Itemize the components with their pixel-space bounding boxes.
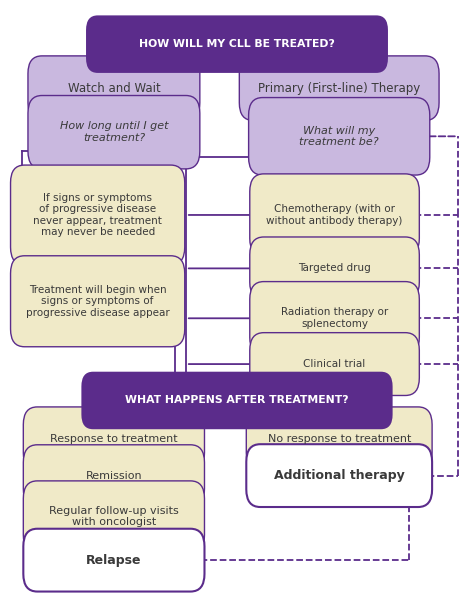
Text: Clinical trial: Clinical trial [303, 359, 365, 369]
Text: Regular follow-up visits
with oncologist: Regular follow-up visits with oncologist [49, 506, 179, 528]
Text: Watch and Wait: Watch and Wait [67, 81, 160, 95]
Text: WHAT HAPPENS AFTER TREATMENT?: WHAT HAPPENS AFTER TREATMENT? [125, 395, 349, 406]
Text: Relapse: Relapse [86, 553, 142, 567]
Text: Chemotherapy (with or
without antibody therapy): Chemotherapy (with or without antibody t… [266, 204, 403, 226]
Text: HOW WILL MY CLL BE TREATED?: HOW WILL MY CLL BE TREATED? [139, 39, 335, 49]
Text: How long until I get
treatment?: How long until I get treatment? [60, 122, 168, 143]
Text: Primary (First-line) Therapy: Primary (First-line) Therapy [258, 81, 420, 95]
Text: Targeted drug: Targeted drug [298, 264, 371, 273]
Text: No response to treatment: No response to treatment [267, 434, 411, 444]
FancyBboxPatch shape [250, 282, 419, 355]
FancyBboxPatch shape [250, 174, 419, 256]
Text: Remission: Remission [86, 471, 142, 480]
FancyBboxPatch shape [23, 445, 204, 506]
Text: What will my
treatment be?: What will my treatment be? [300, 126, 379, 147]
Text: If signs or symptoms
of progressive disease
never appear, treatment
may never be: If signs or symptoms of progressive dise… [33, 192, 162, 237]
FancyBboxPatch shape [10, 256, 185, 347]
FancyBboxPatch shape [28, 95, 200, 169]
FancyBboxPatch shape [23, 529, 204, 592]
FancyBboxPatch shape [28, 56, 200, 120]
FancyBboxPatch shape [23, 481, 204, 552]
Text: Radiation therapy or
splenectomy: Radiation therapy or splenectomy [281, 307, 388, 329]
Text: Additional therapy: Additional therapy [274, 469, 405, 482]
FancyBboxPatch shape [246, 444, 432, 507]
Text: Response to treatment: Response to treatment [50, 434, 178, 444]
FancyBboxPatch shape [250, 237, 419, 300]
FancyBboxPatch shape [82, 372, 392, 429]
Text: Treatment will begin when
signs or symptoms of
progressive disease appear: Treatment will begin when signs or sympt… [26, 285, 170, 318]
FancyBboxPatch shape [246, 407, 432, 470]
FancyBboxPatch shape [250, 332, 419, 395]
FancyBboxPatch shape [10, 165, 185, 265]
FancyBboxPatch shape [86, 16, 388, 73]
FancyBboxPatch shape [239, 56, 439, 120]
FancyBboxPatch shape [23, 407, 204, 470]
FancyBboxPatch shape [248, 98, 430, 175]
